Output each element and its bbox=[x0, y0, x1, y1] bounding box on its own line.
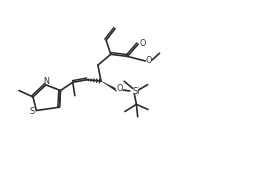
Text: O: O bbox=[117, 85, 123, 93]
Polygon shape bbox=[101, 81, 117, 92]
Text: N: N bbox=[43, 77, 49, 86]
Text: O: O bbox=[146, 56, 152, 65]
Text: S: S bbox=[29, 107, 34, 116]
Text: O: O bbox=[139, 39, 145, 48]
Text: Si: Si bbox=[132, 87, 140, 96]
